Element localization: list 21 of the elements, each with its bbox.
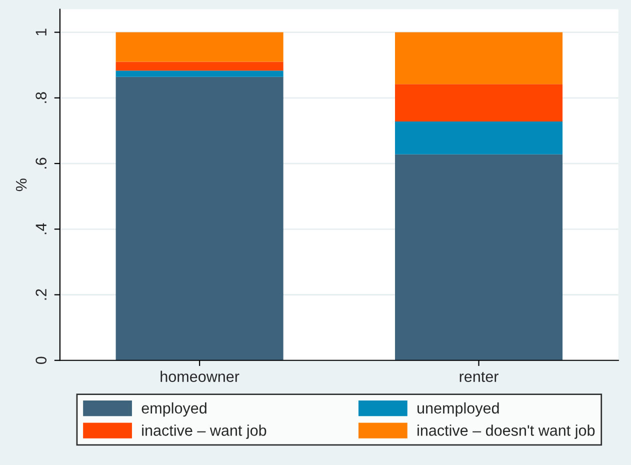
y-tick-label: .8 bbox=[36, 92, 47, 103]
y-tick-label: .4 bbox=[36, 223, 46, 234]
legend-label: employed bbox=[142, 402, 206, 417]
y-tick-label: .2 bbox=[36, 289, 46, 300]
x-tick-label: homeowner bbox=[160, 370, 240, 382]
bar bbox=[395, 32, 563, 84]
legend-label: inactive – want job bbox=[142, 424, 266, 439]
bar bbox=[116, 70, 284, 77]
bar bbox=[116, 76, 284, 360]
legend-label: inactive – doesn't want job bbox=[418, 424, 595, 439]
y-axis-title: % bbox=[16, 178, 27, 192]
bar bbox=[395, 84, 563, 122]
bar bbox=[395, 122, 563, 154]
y-tick-label: 1 bbox=[36, 28, 46, 36]
y-tick-label: 0 bbox=[36, 356, 47, 364]
legend-label: unemployed bbox=[418, 402, 499, 417]
x-tick-label: renter bbox=[460, 372, 498, 382]
bar bbox=[395, 154, 563, 360]
bar bbox=[116, 32, 284, 62]
y-tick-label: .6 bbox=[36, 158, 47, 168]
bar bbox=[116, 62, 284, 71]
